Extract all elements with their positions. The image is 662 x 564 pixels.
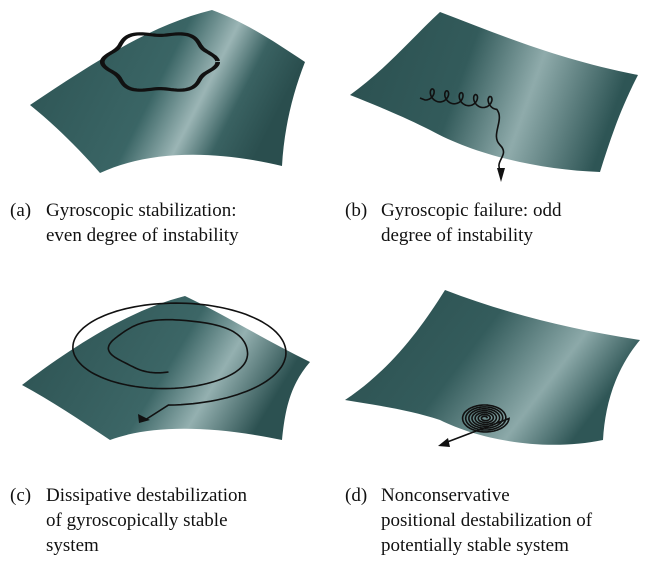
trajectory-c	[72, 302, 287, 421]
caption-line: Gyroscopic failure: odd	[381, 200, 562, 221]
caption-line: even degree of instability	[46, 225, 239, 246]
captions: (a) Gyroscopic stabilization: even degree …	[10, 200, 593, 556]
caption-label: (c)	[10, 485, 31, 506]
caption-label: (a)	[10, 200, 31, 221]
surface-c	[22, 296, 310, 440]
caption-line: degree of instability	[381, 225, 533, 246]
arrowhead-d	[438, 438, 450, 447]
trajectory-a	[99, 32, 221, 92]
surface-a	[30, 10, 305, 173]
caption-label: (d)	[345, 485, 367, 506]
trajectory-b	[419, 88, 505, 171]
arrowhead-b	[497, 168, 505, 182]
caption-line: system	[46, 535, 99, 556]
arrowhead-c	[138, 414, 150, 423]
caption-line: Dissipative destabilization	[46, 485, 248, 506]
caption-line: Nonconservative	[381, 485, 510, 506]
caption-line: positional destabilization of	[381, 510, 593, 531]
caption-line: Gyroscopic stabilization:	[46, 200, 236, 221]
caption-line: potentially stable system	[381, 535, 569, 556]
trajectory-d	[441, 404, 510, 445]
caption-label: (b)	[345, 200, 367, 221]
surface-b	[350, 12, 638, 172]
surface-d	[345, 290, 640, 445]
caption-line: of gyroscopically stable	[46, 510, 228, 531]
